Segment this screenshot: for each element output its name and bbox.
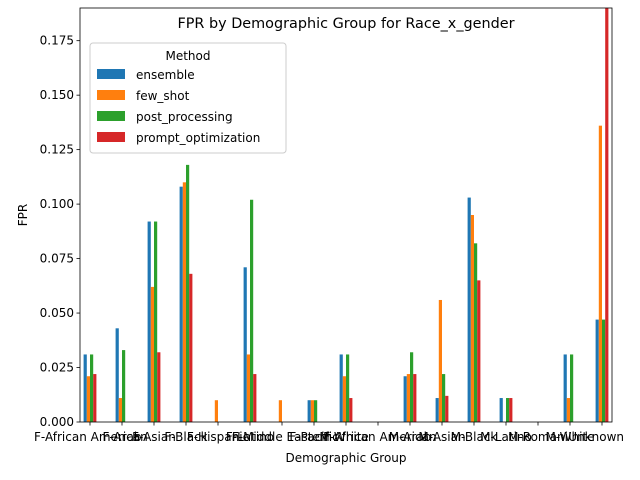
plot-frame bbox=[79, 7, 613, 423]
bar-few_shot-11 bbox=[438, 299, 442, 422]
bar-ensemble-7 bbox=[307, 400, 311, 422]
bar-few_shot-8 bbox=[342, 376, 346, 422]
x-tick-label: F-White bbox=[323, 430, 369, 444]
bar-post_processing-10 bbox=[410, 352, 414, 422]
legend-label-few_shot: few_shot bbox=[136, 89, 190, 103]
bar-few_shot-3 bbox=[182, 182, 186, 422]
bar-ensemble-10 bbox=[403, 376, 407, 422]
legend-box bbox=[89, 42, 287, 154]
bar-post_processing-8 bbox=[346, 354, 350, 422]
bar-ensemble-12 bbox=[467, 197, 471, 422]
bar-ensemble-5 bbox=[243, 267, 247, 422]
bar-post_processing-15 bbox=[570, 354, 574, 422]
y-axis-label: FPR bbox=[16, 204, 30, 226]
bar-few_shot-7 bbox=[310, 400, 314, 422]
y-tick-label: 0.050 bbox=[40, 306, 74, 320]
x-tick-label: F-Arab bbox=[102, 430, 141, 444]
y-tick-label: 0.175 bbox=[40, 34, 74, 48]
bar-few_shot-12 bbox=[470, 215, 474, 422]
bar-ensemble-11 bbox=[435, 398, 439, 422]
legend-title: Method bbox=[165, 49, 210, 63]
x-tick-label: M-Asian bbox=[418, 430, 465, 444]
bar-ensemble-13 bbox=[499, 398, 503, 422]
y-tick-label: 0.125 bbox=[40, 143, 74, 157]
x-tick-label: M-Romani bbox=[508, 430, 568, 444]
bar-prompt_optimization-10 bbox=[413, 374, 417, 422]
x-tick-label: M-Latino bbox=[480, 430, 532, 444]
legend-swatch-prompt_optimization bbox=[97, 132, 125, 142]
y-tick-label: 0.100 bbox=[40, 197, 74, 211]
bar-post_processing-2 bbox=[154, 221, 158, 422]
x-tick-label: F-Pacific bbox=[289, 430, 338, 444]
x-tick-label: Unknown bbox=[568, 430, 624, 444]
x-tick-label: M-Arab bbox=[389, 430, 432, 444]
bar-ensemble-8 bbox=[339, 354, 343, 422]
x-tick-label: F-Middle Eastern bbox=[232, 430, 332, 444]
legend: Method ensemble few_shot post_processingpro… bbox=[89, 42, 287, 154]
bars-group bbox=[83, 8, 609, 423]
bar-prompt_optimization-16 bbox=[605, 8, 609, 422]
bar-prompt_optimization-11 bbox=[445, 395, 449, 422]
bar-ensemble-16 bbox=[595, 319, 599, 422]
bar-post_processing-5 bbox=[250, 199, 254, 422]
bar-prompt_optimization-0 bbox=[93, 374, 97, 422]
x-axis: F-African AmericanF-ArabF-AsianF-BlackF-… bbox=[34, 422, 624, 444]
bar-prompt_optimization-5 bbox=[253, 374, 257, 422]
x-tick-label: M-Black bbox=[451, 430, 498, 444]
legend-swatch-few_shot bbox=[97, 90, 125, 100]
x-tick-label: F-Black bbox=[164, 430, 207, 444]
bar-post_processing-13 bbox=[506, 398, 510, 422]
legend-label-post_processing: post_processing bbox=[136, 110, 233, 124]
y-tick-label: 0.025 bbox=[40, 361, 74, 375]
legend-swatch-post_processing bbox=[97, 111, 125, 121]
bar-ensemble-0 bbox=[83, 354, 87, 422]
bar-few_shot-0 bbox=[86, 376, 90, 422]
bar-prompt_optimization-3 bbox=[189, 273, 193, 422]
y-tick-label: 0.075 bbox=[40, 252, 74, 266]
bar-post_processing-7 bbox=[314, 400, 318, 422]
legend-swatch-ensemble bbox=[97, 69, 125, 79]
bar-post_processing-16 bbox=[602, 319, 606, 422]
bar-prompt_optimization-8 bbox=[349, 398, 353, 422]
bar-few_shot-5 bbox=[246, 354, 250, 422]
y-tick-label: 0.150 bbox=[40, 88, 74, 102]
bar-ensemble-1 bbox=[115, 328, 119, 422]
bar-post_processing-1 bbox=[122, 350, 126, 422]
x-tick-label: M-White bbox=[545, 430, 594, 444]
bar-few_shot-2 bbox=[150, 286, 154, 422]
bar-post_processing-3 bbox=[186, 164, 190, 422]
x-tick-label: M-African American bbox=[319, 430, 436, 444]
bar-post_processing-0 bbox=[90, 354, 94, 422]
bar-post_processing-12 bbox=[474, 243, 478, 422]
bar-few_shot-15 bbox=[566, 398, 570, 422]
x-tick-label: F-African American bbox=[34, 430, 148, 444]
x-axis-label: Demographic Group bbox=[285, 451, 406, 465]
bar-few_shot-6 bbox=[278, 400, 282, 422]
x-tick-label: F-Latino bbox=[226, 430, 274, 444]
legend-label-ensemble: ensemble bbox=[136, 68, 195, 82]
legend-label-prompt_optimization: prompt_optimization bbox=[136, 131, 260, 145]
bar-prompt_optimization-2 bbox=[157, 352, 161, 422]
bar-few_shot-10 bbox=[406, 374, 410, 422]
x-tick-label: F-Asian bbox=[132, 430, 176, 444]
bar-few_shot-4 bbox=[214, 400, 218, 422]
bar-prompt_optimization-13 bbox=[509, 398, 513, 422]
bar-prompt_optimization-12 bbox=[477, 280, 481, 422]
chart-title: FPR by Demographic Group for Race_x_gend… bbox=[177, 16, 514, 32]
x-tick-label: F-Hispanic bbox=[187, 430, 249, 444]
bar-few_shot-1 bbox=[118, 398, 122, 422]
bar-ensemble-2 bbox=[147, 221, 151, 422]
y-tick-label: 0.000 bbox=[40, 415, 74, 429]
bar-ensemble-15 bbox=[563, 354, 567, 422]
bar-few_shot-16 bbox=[598, 125, 602, 423]
y-axis: 0.000 0.025 0.050 0.075 0.100 0.125 0.150 0.175 bbox=[40, 34, 80, 429]
bar-ensemble-3 bbox=[179, 186, 183, 422]
bar-post_processing-11 bbox=[442, 374, 446, 422]
